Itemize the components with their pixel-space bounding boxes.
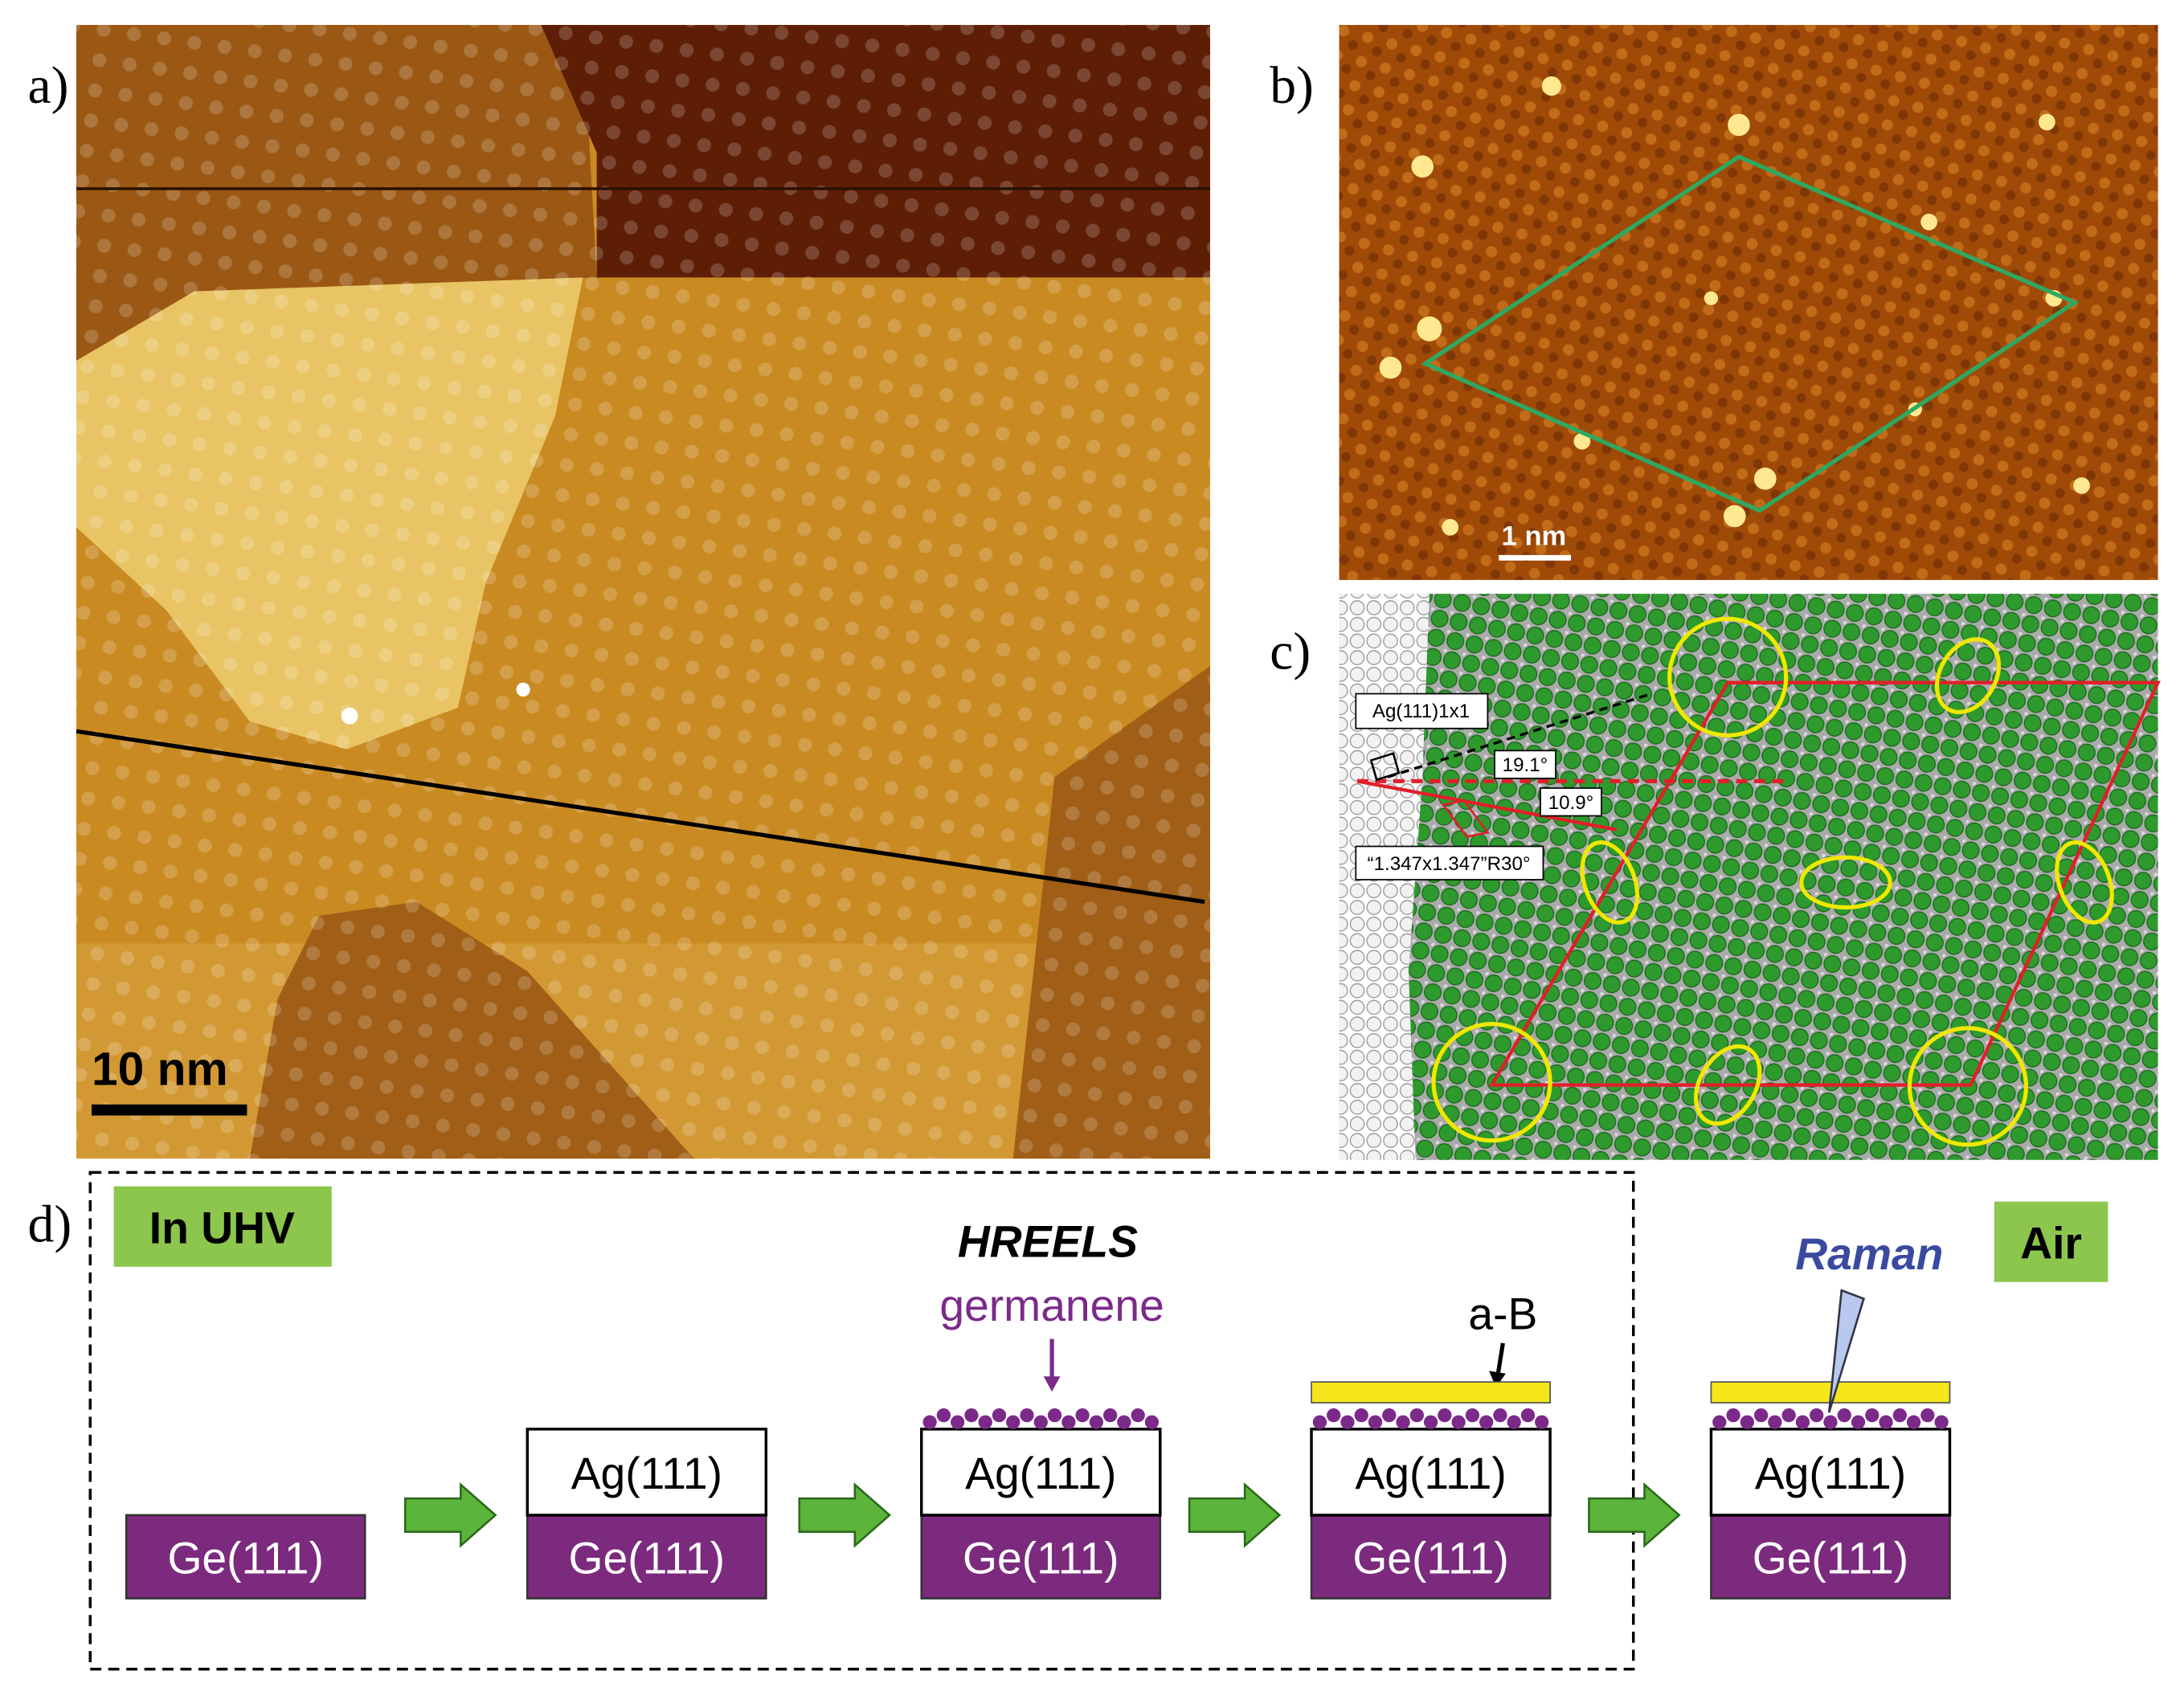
substrate-label: Ge(111) xyxy=(167,1533,323,1583)
germanene-atom xyxy=(936,1408,951,1423)
layer-label: Ag(111) xyxy=(1755,1449,1906,1498)
ag-layer xyxy=(526,1428,768,1517)
annotation: Ag(111)1x1 xyxy=(1372,701,1470,722)
substrate-label: Ge(111) xyxy=(1352,1533,1508,1583)
germanene-atom xyxy=(1075,1408,1090,1423)
germanene-atom xyxy=(1327,1408,1341,1423)
germanene-atom xyxy=(1823,1415,1838,1429)
a-b-label: a-B xyxy=(1468,1289,1537,1339)
layer-label: Ag(111) xyxy=(571,1449,722,1498)
ge-substrate xyxy=(1310,1514,1552,1600)
annotation: “1.347x1.347”R30° xyxy=(1368,853,1531,875)
germanene-atom xyxy=(1906,1415,1921,1429)
germanene-atom xyxy=(1423,1415,1438,1429)
ge-substrate xyxy=(526,1514,767,1600)
ge-substrate xyxy=(920,1514,1162,1600)
ge-substrate xyxy=(1710,1514,1951,1600)
germanene-atom xyxy=(1465,1408,1480,1423)
process-arrow xyxy=(1588,1482,1681,1548)
condition-label: Air xyxy=(2020,1218,2082,1268)
germanene-atom xyxy=(978,1415,992,1429)
germanene-atom xyxy=(1934,1415,1949,1429)
germanene-atom xyxy=(1865,1408,1879,1423)
annotation: 10.9° xyxy=(1548,792,1594,814)
germanene-atom xyxy=(1535,1415,1549,1429)
germanene-atom xyxy=(1837,1408,1851,1423)
condition-label: In UHV xyxy=(149,1203,295,1252)
germanene-atom xyxy=(1117,1415,1131,1429)
process-arrow xyxy=(798,1482,891,1548)
germanene-atom xyxy=(1712,1415,1727,1429)
germanene-atom xyxy=(1312,1415,1327,1429)
germanene-atom xyxy=(1493,1408,1507,1423)
germanene-atom xyxy=(1781,1408,1796,1423)
panel-a: 10 nm a) xyxy=(28,25,1210,1159)
germanene-label: germanene xyxy=(939,1281,1164,1330)
germanene-atom xyxy=(922,1415,937,1429)
germanene-atom xyxy=(1507,1415,1521,1429)
substrate-label: Ge(111) xyxy=(569,1533,725,1583)
germanene-atom xyxy=(1892,1408,1907,1423)
substrate-label: Ge(111) xyxy=(963,1533,1119,1583)
scale-bar-label: 10 nm xyxy=(92,1044,228,1096)
germanene-atom xyxy=(1089,1415,1103,1429)
technique-label: HREELS xyxy=(958,1217,1138,1267)
process-arrow xyxy=(1188,1482,1282,1548)
germanene-atom xyxy=(1340,1415,1355,1429)
substrate-label: Ge(111) xyxy=(1753,1533,1908,1583)
germanene-atom xyxy=(1396,1415,1410,1429)
scale-bar-label: 1 nm xyxy=(1502,521,1567,552)
germanene-atom xyxy=(1768,1415,1782,1429)
germanene-atom xyxy=(1851,1415,1866,1429)
layer-label: Ag(111) xyxy=(965,1449,1116,1498)
panel-label: a) xyxy=(28,57,69,115)
germanene-atom xyxy=(1451,1415,1466,1429)
annotation: 19.1° xyxy=(1503,754,1548,776)
germanene-atom xyxy=(1368,1415,1383,1429)
germanene-atom xyxy=(1479,1415,1494,1429)
raman-tip xyxy=(1827,1289,1866,1413)
germanene-atom xyxy=(1354,1408,1368,1423)
germanene-atom xyxy=(1726,1408,1740,1423)
technique-label: Raman xyxy=(1795,1229,1943,1279)
germanene-atom xyxy=(1520,1408,1536,1423)
germanene-atom xyxy=(1740,1415,1754,1429)
germanene-atom xyxy=(1020,1408,1034,1423)
germanene-atom xyxy=(1144,1415,1160,1429)
germanene-atom xyxy=(964,1408,979,1423)
germanene-atom xyxy=(1033,1415,1048,1429)
germanene-atom xyxy=(1920,1408,1935,1423)
germanene-atom xyxy=(1409,1408,1424,1423)
germanene-atom xyxy=(1438,1408,1452,1423)
panel-label: c) xyxy=(1270,623,1311,680)
ag-layer xyxy=(920,1428,1162,1517)
panel-b: 1 nm b) xyxy=(1270,25,2158,580)
panel-d: d) In UHV Air HREELS germanene a-B Raman… xyxy=(28,1171,2109,1671)
germanene-atom xyxy=(1131,1408,1145,1423)
panel-c: Ag(111)1x1 19.1° 10.9° “1.347x1.347”R30°… xyxy=(1270,594,2161,1160)
germanene-atom xyxy=(1753,1408,1769,1423)
layer-label: Ag(111) xyxy=(1355,1449,1506,1498)
process-arrow xyxy=(404,1482,497,1548)
germanene-atom xyxy=(992,1408,1007,1423)
panel-label: b) xyxy=(1270,57,1314,115)
ge-substrate xyxy=(125,1514,366,1600)
germanene-atom xyxy=(1061,1415,1076,1429)
germanene-atom xyxy=(1879,1415,1893,1429)
a-b-layer xyxy=(1311,1381,1551,1404)
germanene-atom xyxy=(1102,1408,1118,1423)
germanene-atom xyxy=(1810,1408,1824,1423)
germanene-atom xyxy=(1795,1415,1810,1429)
germanene-atom xyxy=(1382,1408,1397,1423)
panel-label: d) xyxy=(28,1196,72,1254)
germanene-atom xyxy=(1047,1408,1062,1423)
germanene-atom xyxy=(951,1415,965,1429)
germanene-atom xyxy=(1006,1415,1021,1429)
